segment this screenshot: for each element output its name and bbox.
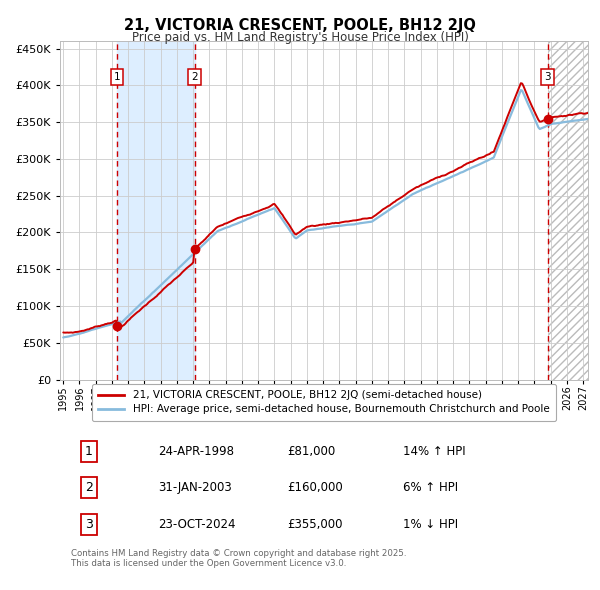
Bar: [548, 41, 588, 379]
Text: 3: 3: [85, 518, 93, 531]
Text: £81,000: £81,000: [287, 445, 335, 458]
Legend: 21, VICTORIA CRESCENT, POOLE, BH12 2JQ (semi-detached house), HPI: Average price: 21, VICTORIA CRESCENT, POOLE, BH12 2JQ (…: [92, 384, 556, 421]
Text: Price paid vs. HM Land Registry's House Price Index (HPI): Price paid vs. HM Land Registry's House …: [131, 31, 469, 44]
Text: 6% ↑ HPI: 6% ↑ HPI: [403, 481, 458, 494]
Text: 1: 1: [85, 445, 93, 458]
Text: £355,000: £355,000: [287, 518, 343, 531]
Text: Contains HM Land Registry data © Crown copyright and database right 2025.
This d: Contains HM Land Registry data © Crown c…: [71, 549, 406, 568]
Text: £160,000: £160,000: [287, 481, 343, 494]
Text: 3: 3: [544, 72, 551, 82]
Text: 21, VICTORIA CRESCENT, POOLE, BH12 2JQ: 21, VICTORIA CRESCENT, POOLE, BH12 2JQ: [124, 18, 476, 32]
Bar: [117, 41, 194, 379]
Text: 14% ↑ HPI: 14% ↑ HPI: [403, 445, 466, 458]
Text: 31-JAN-2003: 31-JAN-2003: [158, 481, 232, 494]
Text: 23-OCT-2024: 23-OCT-2024: [158, 518, 235, 531]
Text: 1% ↓ HPI: 1% ↓ HPI: [403, 518, 458, 531]
Text: 2: 2: [191, 72, 198, 82]
Text: 2: 2: [85, 481, 93, 494]
Text: 1: 1: [114, 72, 121, 82]
Text: 24-APR-1998: 24-APR-1998: [158, 445, 233, 458]
